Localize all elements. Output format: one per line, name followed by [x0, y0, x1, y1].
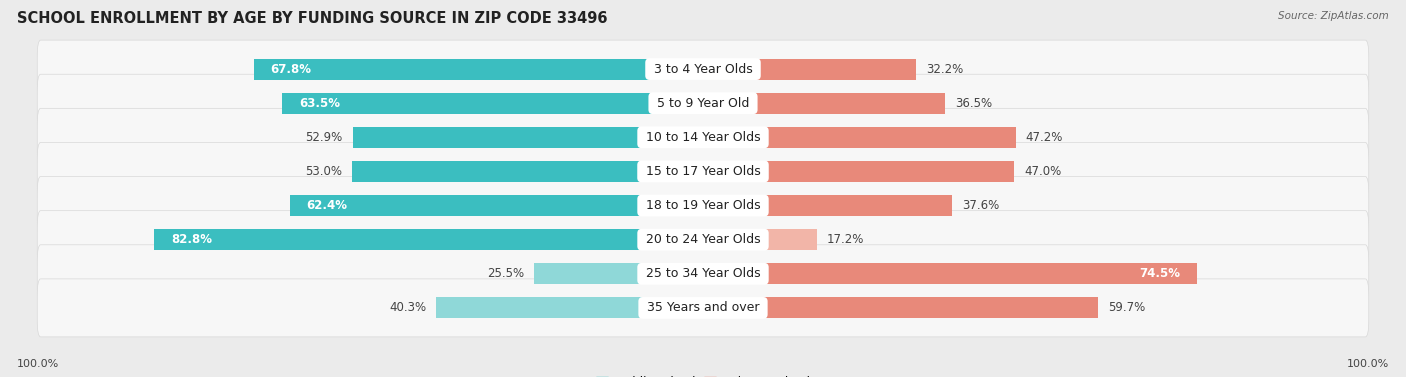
Text: 63.5%: 63.5% [299, 97, 340, 110]
Bar [703, 58, 917, 80]
FancyBboxPatch shape [37, 40, 1369, 98]
Text: 5 to 9 Year Old: 5 to 9 Year Old [652, 97, 754, 110]
Bar [534, 263, 703, 284]
Text: 18 to 19 Year Olds: 18 to 19 Year Olds [641, 199, 765, 212]
Text: SCHOOL ENROLLMENT BY AGE BY FUNDING SOURCE IN ZIP CODE 33496: SCHOOL ENROLLMENT BY AGE BY FUNDING SOUR… [17, 11, 607, 26]
Text: 10 to 14 Year Olds: 10 to 14 Year Olds [641, 131, 765, 144]
Text: 53.0%: 53.0% [305, 165, 342, 178]
Text: 37.6%: 37.6% [962, 199, 1000, 212]
Text: 40.3%: 40.3% [389, 301, 426, 314]
Text: 52.9%: 52.9% [305, 131, 343, 144]
Bar [353, 127, 703, 148]
Text: 74.5%: 74.5% [1139, 267, 1180, 280]
FancyBboxPatch shape [37, 108, 1369, 166]
Text: 47.2%: 47.2% [1025, 131, 1063, 144]
Text: 20 to 24 Year Olds: 20 to 24 Year Olds [641, 233, 765, 246]
Bar [703, 127, 1015, 148]
Bar [254, 58, 703, 80]
Text: 100.0%: 100.0% [1347, 359, 1389, 369]
Legend: Public School, Private School: Public School, Private School [596, 376, 810, 377]
Text: 36.5%: 36.5% [955, 97, 991, 110]
FancyBboxPatch shape [37, 143, 1369, 201]
Bar [155, 229, 703, 250]
Text: 100.0%: 100.0% [17, 359, 59, 369]
Text: 82.8%: 82.8% [172, 233, 212, 246]
Bar [352, 161, 703, 182]
Text: 17.2%: 17.2% [827, 233, 865, 246]
Text: 32.2%: 32.2% [927, 63, 963, 76]
Bar [703, 229, 817, 250]
Text: 3 to 4 Year Olds: 3 to 4 Year Olds [650, 63, 756, 76]
Text: Source: ZipAtlas.com: Source: ZipAtlas.com [1278, 11, 1389, 21]
Text: 62.4%: 62.4% [307, 199, 347, 212]
Text: 25.5%: 25.5% [486, 267, 524, 280]
Bar [703, 93, 945, 114]
Bar [703, 195, 952, 216]
Bar [703, 263, 1197, 284]
Bar [283, 93, 703, 114]
Text: 35 Years and over: 35 Years and over [643, 301, 763, 314]
Bar [703, 297, 1098, 319]
Text: 59.7%: 59.7% [1108, 301, 1146, 314]
FancyBboxPatch shape [37, 74, 1369, 132]
Bar [436, 297, 703, 319]
Bar [290, 195, 703, 216]
Text: 25 to 34 Year Olds: 25 to 34 Year Olds [641, 267, 765, 280]
Text: 15 to 17 Year Olds: 15 to 17 Year Olds [641, 165, 765, 178]
FancyBboxPatch shape [37, 245, 1369, 303]
Text: 47.0%: 47.0% [1025, 165, 1062, 178]
Bar [703, 161, 1014, 182]
Text: 67.8%: 67.8% [270, 63, 311, 76]
FancyBboxPatch shape [37, 176, 1369, 234]
FancyBboxPatch shape [37, 211, 1369, 269]
FancyBboxPatch shape [37, 279, 1369, 337]
